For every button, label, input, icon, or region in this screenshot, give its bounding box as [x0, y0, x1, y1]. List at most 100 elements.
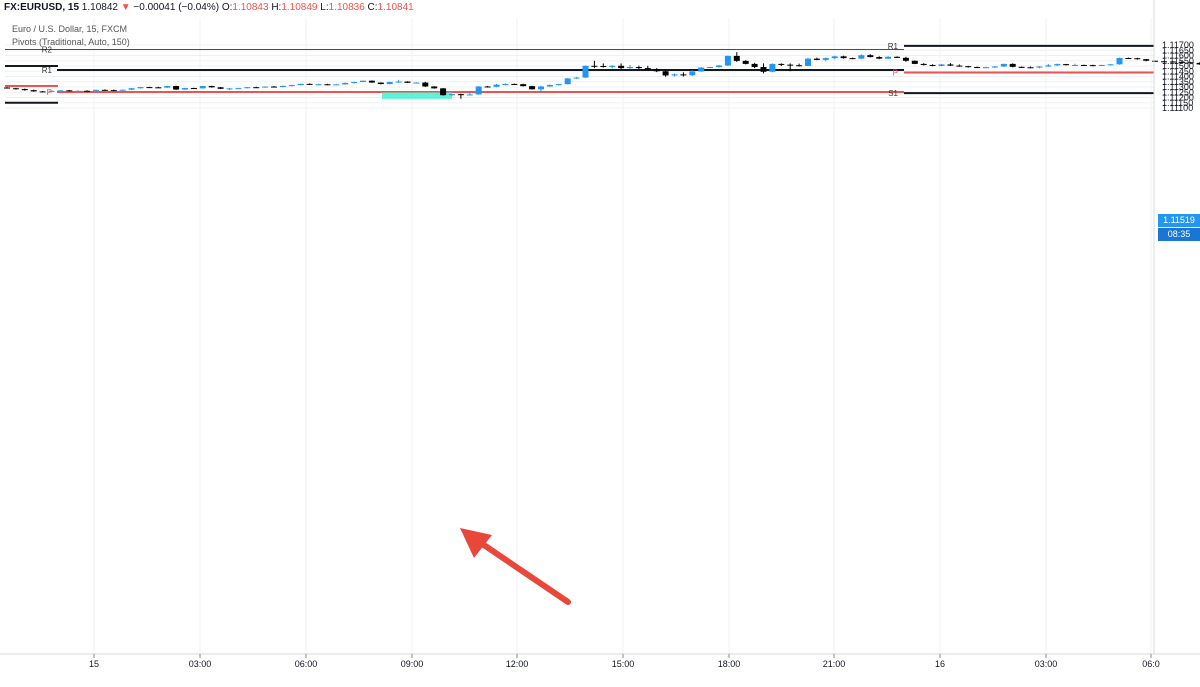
y-tick-label: 1.11700	[1162, 40, 1194, 50]
candle-body	[1054, 64, 1061, 66]
indicator-label[interactable]: Pivots (Traditional, Auto, 150)	[12, 37, 130, 47]
candle-body	[1125, 58, 1132, 60]
candle-body	[600, 66, 607, 67]
change-value: −0.00041 (−0.04%)	[133, 2, 220, 13]
candle-body	[155, 87, 162, 89]
x-tick-label: 06:0	[1142, 659, 1160, 669]
candle-body	[707, 67, 714, 69]
candle-body	[849, 58, 856, 60]
pivot-label: S1	[888, 89, 898, 98]
candle-body	[938, 64, 945, 66]
candle-body	[1000, 63, 1007, 67]
candle-body	[502, 83, 509, 85]
last-price-tag: 1.11519	[1158, 214, 1200, 227]
y-tick-label: 1.11150	[1162, 98, 1193, 108]
candle-body	[1036, 66, 1043, 68]
candle-body	[813, 58, 820, 60]
candle-body	[573, 77, 580, 79]
candle-body	[413, 82, 420, 84]
candle-body	[466, 94, 473, 96]
candle-body	[991, 66, 998, 68]
candle-body	[244, 87, 251, 89]
candle-body	[66, 90, 73, 92]
candle-body	[1134, 58, 1141, 60]
candle-body	[929, 64, 936, 66]
candle-body	[440, 88, 447, 96]
candle-body	[119, 89, 126, 91]
x-tick-label: 09:00	[401, 659, 424, 669]
candle-body	[1196, 62, 1200, 65]
candle-body	[386, 81, 393, 85]
candle-body	[173, 86, 180, 90]
candle-body	[315, 84, 322, 86]
candle-body	[253, 87, 260, 89]
candle-body	[858, 55, 865, 59]
x-tick-label: 16	[935, 659, 945, 669]
high-value: 1.10849	[281, 2, 318, 13]
candle-body	[1187, 62, 1194, 64]
candle-body	[769, 63, 776, 72]
close-value: 1.10841	[377, 2, 414, 13]
candle-body	[751, 63, 758, 68]
pivot-label: R1	[888, 42, 899, 51]
symbol-label[interactable]: FX:EURUSD, 15	[4, 2, 80, 13]
open-label: O:	[221, 2, 233, 13]
candle-body	[208, 86, 215, 88]
candle-body	[680, 74, 687, 76]
candle-body	[1178, 61, 1185, 63]
candles	[4, 52, 1200, 99]
candle-body	[644, 68, 651, 70]
candle-body	[564, 78, 571, 85]
candle-body	[894, 56, 900, 58]
candle-body	[39, 91, 46, 93]
highlight-layer	[382, 92, 452, 99]
highlight-box	[382, 92, 452, 99]
symbol-legend: FX:EURUSD, 15 1.10842 ▼ −0.00041 (−0.04%…	[4, 1, 414, 15]
candle-body	[493, 84, 500, 87]
candle-body	[404, 81, 411, 83]
candle-body	[1107, 64, 1114, 66]
candle-body	[1027, 67, 1034, 69]
y-tick-label: 1.11400	[1162, 72, 1194, 82]
pivot-label: P	[47, 88, 52, 97]
candle-body	[475, 86, 482, 95]
high-label: H:	[271, 2, 282, 13]
candle-body	[546, 84, 553, 87]
candle-body	[324, 84, 331, 86]
candle-body	[689, 71, 696, 76]
candle-body	[920, 63, 927, 65]
y-tick-label: 1.11550	[1162, 56, 1194, 66]
pivot-label: P	[893, 69, 898, 78]
candle-body	[555, 84, 562, 86]
candle-body	[128, 88, 135, 90]
low-value: 1.10836	[328, 2, 365, 13]
candle-body	[840, 56, 847, 59]
x-tick-label: 15	[89, 659, 99, 669]
y-tick-label: 1.11600	[1162, 51, 1194, 61]
candle-body	[911, 60, 918, 64]
candle-body	[822, 58, 829, 60]
candle-body	[484, 86, 491, 88]
candle-body	[377, 82, 384, 85]
x-tick-label: 15:00	[612, 659, 635, 669]
arrow-head-icon	[460, 528, 492, 558]
axes: 1.117001.116501.116001.115501.115001.114…	[0, 0, 1200, 669]
candle-body	[190, 88, 197, 90]
chart-title: Euro / U.S. Dollar, 15, FXCM	[12, 24, 128, 34]
candle-body	[101, 89, 108, 91]
candle-body	[1098, 64, 1105, 66]
candle-body	[1009, 63, 1016, 67]
candle-body	[778, 63, 785, 65]
candle-body	[609, 65, 616, 67]
y-tick-label: 1.11350	[1162, 77, 1194, 87]
candle-body	[538, 86, 544, 90]
y-tick-label: 1.11100	[1162, 103, 1193, 113]
y-tick-label: 1.11200	[1162, 93, 1194, 103]
candle-body	[333, 84, 340, 86]
candle-body	[805, 58, 811, 66]
candle-body	[635, 67, 642, 69]
x-tick-label: 06:00	[295, 659, 318, 669]
candle-body	[279, 85, 286, 87]
